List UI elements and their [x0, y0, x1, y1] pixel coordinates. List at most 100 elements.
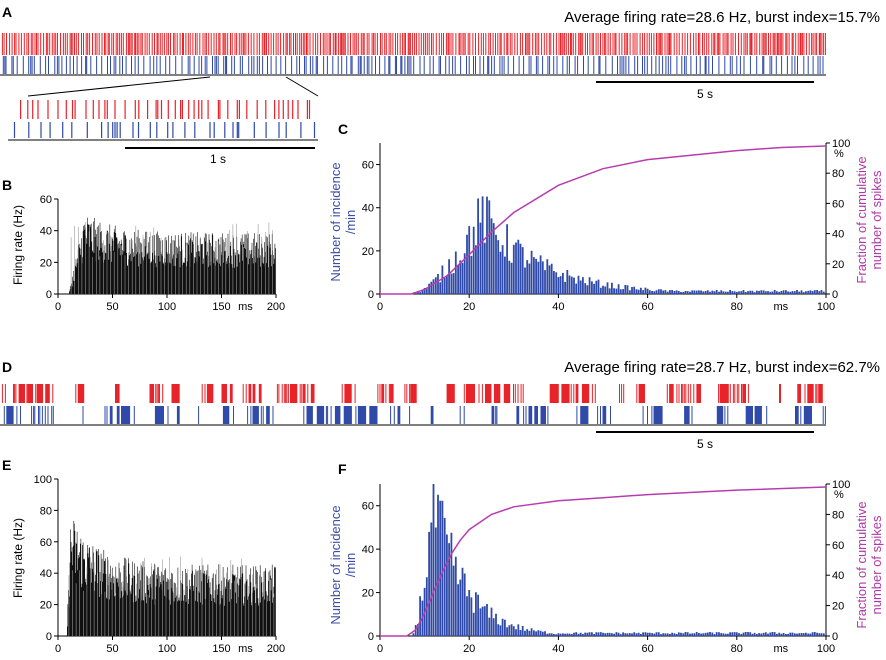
chart-b: 0 20 40 60 0 50 100 150 200 ms	[40, 194, 285, 313]
chartB-xtick-label: 50	[106, 301, 118, 313]
raster-d-red	[1, 384, 823, 403]
panel-e-ylabel: Firing rate (Hz)	[11, 518, 25, 598]
chartC-cumulative-line	[380, 145, 827, 295]
zoom-line-left	[27, 76, 211, 97]
chart-e: 0 20 40 60 80 100 0 50 100 150 200 ms	[34, 474, 286, 655]
chartF-hist	[412, 484, 825, 636]
panel-b-ylabel: Firing rate (Hz)	[11, 205, 25, 285]
chartB-ytick-label: 40	[40, 226, 52, 238]
chart-f: 0 20 40 60 0 20 40 60 80 100 ms 0 20 40 60 80 100%	[362, 479, 851, 655]
chartC-xtick-label: 60	[641, 301, 653, 313]
chartC-ytick-label: 0	[368, 289, 374, 301]
chartB-ytick-label: 60	[40, 194, 52, 206]
chartC-hist	[412, 196, 825, 294]
chartC-y2tick-label: 0	[832, 289, 838, 301]
chartF-xtick-label: 40	[552, 643, 564, 655]
chartB-xtick-label: 100	[158, 301, 176, 313]
chartB-ytick-label: 20	[40, 257, 52, 269]
panel-f-y2label-2: number of spikes	[869, 515, 884, 614]
chartE-bars	[67, 520, 276, 636]
chartF-y2tick-label: 100	[832, 479, 850, 491]
chartE-xtick-label: 200	[267, 643, 285, 655]
chartB-xunit: ms	[238, 301, 253, 313]
chartE-xtick-label: 150	[212, 643, 230, 655]
chartF-y2tick-label: 20	[832, 601, 844, 613]
scale-bar-a-label: 5 s	[697, 87, 713, 101]
chartC-y2tick-label: 60	[832, 198, 844, 210]
panel-c-y2label-1: Fraction of cumulative	[854, 156, 869, 283]
chartC-y2tick-label: 40	[832, 229, 844, 241]
panel-a-label: A	[2, 4, 12, 20]
chartF-y2tick-label: 40	[832, 570, 844, 582]
chartB-xtick-label: 200	[267, 301, 285, 313]
chartB-bars	[69, 217, 276, 294]
panel-e-label: E	[2, 457, 11, 473]
inset-a-blue	[13, 122, 316, 138]
chartC-pct: %	[834, 148, 844, 160]
zoom-line-right	[285, 76, 319, 97]
chartC-y2tick-label: 100	[832, 138, 850, 150]
chart-c: 0 20 40 60 0 20 40 60 80 100 ms 0 20 40 60 80 100%	[362, 138, 851, 313]
scale-bar-inset-label: 1 s	[210, 152, 226, 166]
chartF-y2tick-label: 0	[832, 631, 838, 643]
chartC-xtick-label: 20	[463, 301, 475, 313]
chartF-ytick-label: 20	[362, 588, 374, 600]
panel-f-label: F	[338, 461, 347, 477]
chartB-ytick-label: 0	[46, 289, 52, 301]
chartF-y2tick-label: 80	[832, 509, 844, 521]
chartC-ytick-label: 60	[362, 160, 374, 172]
chartE-ytick-label: 0	[46, 631, 52, 643]
raster-a-red	[1, 33, 826, 55]
panel-c-ylabel-2: /min	[343, 210, 358, 235]
chartF-pct: %	[834, 489, 844, 501]
chartC-y2tick-label: 20	[832, 259, 844, 271]
chartC-ytick-label: 20	[362, 246, 374, 258]
rasterA-red-spikes	[1, 33, 826, 55]
chartE-ytick-label: 60	[40, 537, 52, 549]
rasterA-blue-spikes	[2, 56, 824, 74]
panel-d-title: Average firing rate=28.7 Hz, burst index…	[564, 359, 880, 376]
panel-b-label: B	[2, 177, 12, 193]
panel-f-ylabel-2: /min	[343, 553, 358, 578]
chartF-ytick-label: 40	[362, 544, 374, 556]
panel-c-y2label-2: number of spikes	[869, 170, 884, 269]
chartE-bars-grey	[68, 556, 275, 636]
chartF-ytick-label: 60	[362, 501, 374, 513]
chartE-xunit: ms	[238, 643, 253, 655]
panel-d-label: D	[2, 359, 12, 375]
chartB-bars-grey	[70, 222, 273, 294]
rasterD-blue-spikes	[3, 406, 826, 424]
chartF-xtick-label: 0	[377, 643, 383, 655]
chartF-cumulative-line	[380, 486, 827, 637]
chartE-xtick-label: 50	[106, 643, 118, 655]
chartE-ytick-label: 20	[40, 600, 52, 612]
chartC-xtick-label: 100	[817, 301, 835, 313]
panel-c-ylabel-1: Number of incidence	[328, 162, 343, 281]
chartF-xtick-label: 60	[641, 643, 653, 655]
insetA-blue-spikes	[13, 122, 316, 138]
chartE-ytick-label: 80	[40, 505, 52, 517]
chartB-xtick-label: 150	[212, 301, 230, 313]
raster-d-blue	[3, 406, 826, 424]
chartC-xtick-label: 0	[377, 301, 383, 313]
chartF-xunit: ms	[773, 643, 788, 655]
chartC-ytick-label: 40	[362, 203, 374, 215]
panel-a-title: Average firing rate=28.6 Hz, burst index…	[564, 9, 880, 26]
chartC-xunit: ms	[773, 301, 788, 313]
raster-a-blue	[2, 56, 824, 74]
chartC-y2tick-label: 80	[832, 168, 844, 180]
panel-c-label: C	[338, 121, 348, 137]
chartE-ytick-label: 40	[40, 568, 52, 580]
chartC-xtick-label: 80	[731, 301, 743, 313]
chartE-xtick-label: 0	[55, 643, 61, 655]
panel-f-ylabel-1: Number of incidence	[328, 505, 343, 624]
chartC-xtick-label: 40	[552, 301, 564, 313]
chartF-xtick-label: 100	[817, 643, 835, 655]
inset-a-red	[20, 100, 311, 119]
chartF-xtick-label: 80	[731, 643, 743, 655]
chartB-xtick-label: 0	[55, 301, 61, 313]
rasterD-red-spikes	[1, 384, 823, 403]
scale-bar-d-label: 5 s	[697, 437, 713, 451]
chartF-xtick-label: 20	[463, 643, 475, 655]
